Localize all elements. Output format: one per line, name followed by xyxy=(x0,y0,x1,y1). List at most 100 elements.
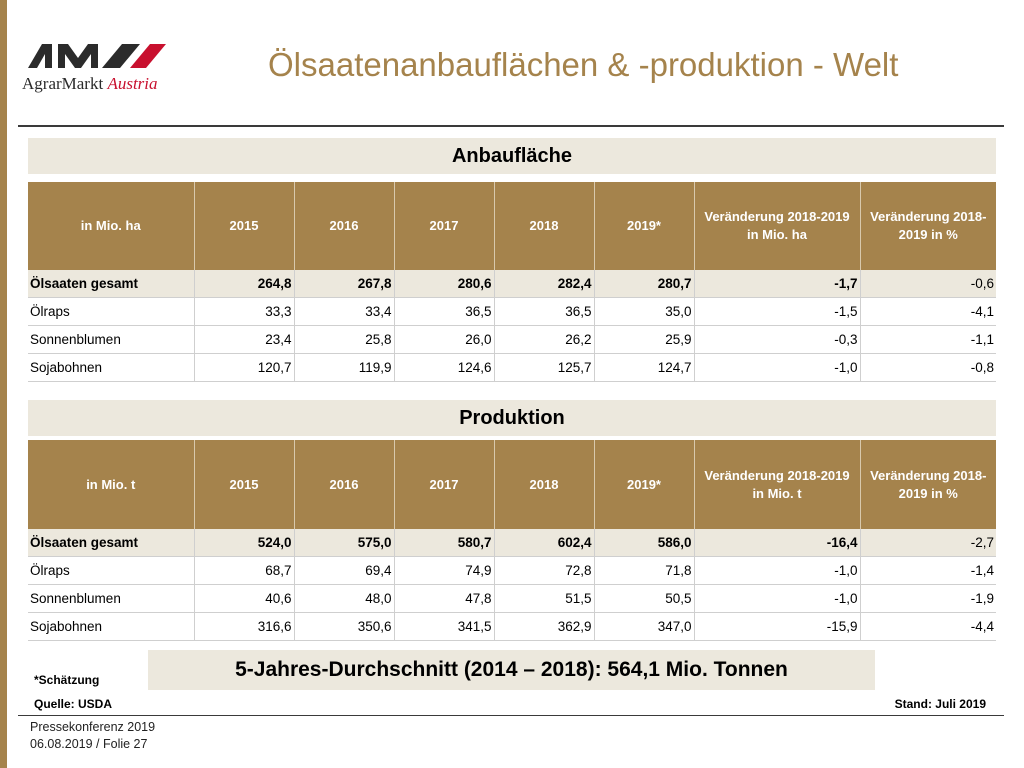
footer-event: Pressekonferenz 2019 xyxy=(30,720,156,734)
logo-accent-text: Austria xyxy=(107,74,158,93)
table-cell: 35,0 xyxy=(594,297,695,326)
table-cell: -1,0 xyxy=(694,353,861,382)
table-cell: 362,9 xyxy=(494,612,595,641)
table-cell: -0,6 xyxy=(860,270,996,298)
table-cell: 26,0 xyxy=(394,325,495,354)
table-row: Ölraps 33,3 33,4 36,5 36,5 35,0 -1,5 -4,1 xyxy=(28,297,996,326)
table-cell: 264,8 xyxy=(194,270,295,298)
table-cell: 280,7 xyxy=(594,270,695,298)
table-cell: 72,8 xyxy=(494,556,595,585)
footer-divider xyxy=(18,715,1004,716)
table-cell: 316,6 xyxy=(194,612,295,641)
estimate-note: *Schätzung xyxy=(34,673,100,687)
footer-slide-info: 06.08.2019 / Folie 27 xyxy=(30,737,148,751)
table-cell: 26,2 xyxy=(494,325,595,354)
table-cell: 580,7 xyxy=(394,529,495,557)
ama-logo: AgrarMarkt Austria xyxy=(18,42,178,98)
production-header-row: in Mio. t 2015 2016 2017 2018 2019* Veränderun… xyxy=(28,440,996,529)
table-cell: 267,8 xyxy=(294,270,395,298)
area-header-row: in Mio. ha 2015 2016 2017 2018 2019* Veränderu… xyxy=(28,182,996,270)
column-header: 2018 xyxy=(494,440,595,529)
table-cell: 36,5 xyxy=(394,297,495,326)
column-header: 2015 xyxy=(194,440,295,529)
table-cell: 602,4 xyxy=(494,529,595,557)
column-header: Veränderung 2018-2019 in Mio. ha xyxy=(694,182,861,270)
table-cell: -4,4 xyxy=(860,612,996,641)
table-cell: 119,9 xyxy=(294,353,395,382)
table-cell: 586,0 xyxy=(594,529,695,557)
logo-wordmark: AgrarMarkt Austria xyxy=(22,74,158,94)
row-label: Ölsaaten gesamt xyxy=(28,529,195,557)
table-cell: -0,8 xyxy=(860,353,996,382)
column-header: in Mio. ha xyxy=(28,182,195,270)
header-divider xyxy=(18,125,1004,127)
column-header: 2019* xyxy=(594,440,695,529)
table-cell: 50,5 xyxy=(594,584,695,613)
column-header: Veränderung 2018-2019 in Mio. t xyxy=(694,440,861,529)
table-cell: -1,4 xyxy=(860,556,996,585)
table-cell: 575,0 xyxy=(294,529,395,557)
area-section-title: Anbaufläche xyxy=(28,138,996,174)
table-row: Sonnenblumen 40,6 48,0 47,8 51,5 50,5 -1,0 -1,9 xyxy=(28,584,996,613)
table-cell: -1,7 xyxy=(694,270,861,298)
logo-main-text: AgrarMarkt xyxy=(22,74,104,93)
table-cell: -1,5 xyxy=(694,297,861,326)
table-cell: 23,4 xyxy=(194,325,295,354)
table-cell: 280,6 xyxy=(394,270,495,298)
table-cell: -2,7 xyxy=(860,529,996,557)
table-cell: -1,0 xyxy=(694,584,861,613)
table-cell: 124,7 xyxy=(594,353,695,382)
table-cell: -16,4 xyxy=(694,529,861,557)
column-header: 2019* xyxy=(594,182,695,270)
row-label: Sonnenblumen xyxy=(28,325,195,354)
row-label: Sonnenblumen xyxy=(28,584,195,613)
row-label: Ölraps xyxy=(28,556,195,585)
table-cell: 74,9 xyxy=(394,556,495,585)
column-header: 2016 xyxy=(294,182,395,270)
table-cell: 341,5 xyxy=(394,612,495,641)
table-cell: 51,5 xyxy=(494,584,595,613)
ama-logo-mark xyxy=(28,44,166,68)
table-row: Ölraps 68,7 69,4 74,9 72,8 71,8 -1,0 -1,4 xyxy=(28,556,996,585)
table-cell: -1,1 xyxy=(860,325,996,354)
table-cell: 40,6 xyxy=(194,584,295,613)
table-cell: 71,8 xyxy=(594,556,695,585)
row-label: Ölraps xyxy=(28,297,195,326)
column-header: Veränderung 2018-2019 in % xyxy=(860,440,996,529)
table-row: Sonnenblumen 23,4 25,8 26,0 26,2 25,9 -0,3 -1,1 xyxy=(28,325,996,354)
table-cell: -4,1 xyxy=(860,297,996,326)
table-cell: 120,7 xyxy=(194,353,295,382)
table-cell: 25,9 xyxy=(594,325,695,354)
five-year-average-box: 5-Jahres-Durchschnitt (2014 – 2018): 564… xyxy=(148,650,875,690)
table-cell: 125,7 xyxy=(494,353,595,382)
table-row: Sojabohnen 316,6 350,6 341,5 362,9 347,0 -15,9… xyxy=(28,612,996,641)
table-cell: 347,0 xyxy=(594,612,695,641)
table-cell: -15,9 xyxy=(694,612,861,641)
table-cell: 282,4 xyxy=(494,270,595,298)
table-cell: -1,9 xyxy=(860,584,996,613)
table-cell: 524,0 xyxy=(194,529,295,557)
area-table: in Mio. ha 2015 2016 2017 2018 2019* Veränderu… xyxy=(28,182,996,382)
table-cell: 47,8 xyxy=(394,584,495,613)
table-cell: 33,4 xyxy=(294,297,395,326)
table-row: Ölsaaten gesamt 264,8 267,8 280,6 282,4 280,7… xyxy=(28,270,996,298)
column-header: 2017 xyxy=(394,440,495,529)
production-table: in Mio. t 2015 2016 2017 2018 2019* Veränderun… xyxy=(28,440,996,641)
table-cell: -0,3 xyxy=(694,325,861,354)
source-note: Quelle: USDA xyxy=(34,697,113,711)
row-label: Sojabohnen xyxy=(28,353,195,382)
column-header: 2016 xyxy=(294,440,395,529)
table-row: Sojabohnen 120,7 119,9 124,6 125,7 124,7 -1,0-… xyxy=(28,353,996,382)
stand-note: Stand: Juli 2019 xyxy=(894,697,986,711)
row-label: Ölsaaten gesamt xyxy=(28,270,195,298)
left-accent-bar xyxy=(0,0,7,768)
production-section-title: Produktion xyxy=(28,400,996,436)
table-cell: 68,7 xyxy=(194,556,295,585)
page-title: Ölsaatenanbauflächen & -produktion - Wel… xyxy=(268,46,899,83)
table-cell: 36,5 xyxy=(494,297,595,326)
column-header: 2018 xyxy=(494,182,595,270)
table-cell: 48,0 xyxy=(294,584,395,613)
table-cell: 25,8 xyxy=(294,325,395,354)
row-label: Sojabohnen xyxy=(28,612,195,641)
table-cell: -1,0 xyxy=(694,556,861,585)
